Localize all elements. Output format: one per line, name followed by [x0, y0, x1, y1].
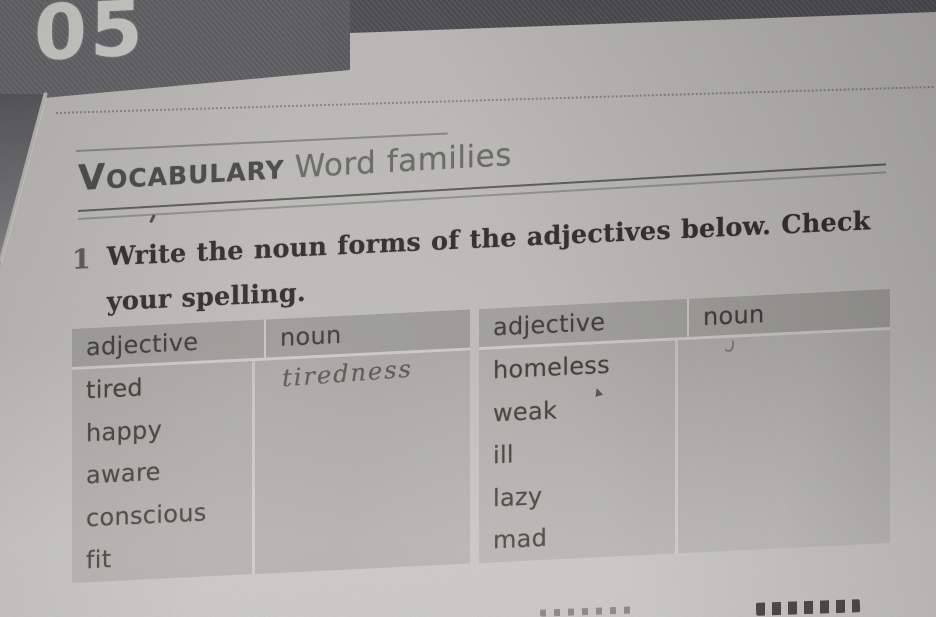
instruction-line-1: Write the noun forms of the adjectives b…: [106, 206, 871, 273]
instruction-line-2: your spelling.: [106, 277, 306, 318]
adjective-cell: homeless: [493, 350, 610, 385]
adjective-cell: fit: [86, 545, 112, 575]
cutoff-text-fragment: [755, 599, 861, 616]
adjective-cell: conscious: [86, 498, 207, 533]
table-right-half: adjective noun homeless weak ill lazy ma…: [479, 288, 890, 564]
unit-number-box: 05: [0, 0, 350, 102]
exercise-number: 1: [72, 244, 91, 276]
header-cell-noun: noun: [264, 309, 470, 358]
section-heading-keyword: Vocabulary: [78, 147, 285, 199]
table-left-body: tired happy aware conscious fit tirednes…: [72, 350, 470, 583]
table-right-body: homeless weak ill lazy mad: [479, 329, 890, 564]
dotted-rule: [55, 85, 934, 114]
adjective-cell: happy: [86, 415, 163, 448]
adjective-cell: lazy: [493, 481, 543, 513]
word-families-table: adjective noun tired happy aware conscio…: [72, 288, 892, 583]
adjective-cell: aware: [86, 457, 161, 490]
section-heading-topic: Word families: [294, 136, 512, 186]
adjective-cell: ill: [493, 440, 514, 470]
adjective-cell: weak: [493, 396, 558, 428]
table-left-half: adjective noun tired happy aware conscio…: [72, 309, 470, 583]
unit-number: 05: [34, 0, 146, 78]
column-divider: [675, 340, 678, 554]
header-cell-adjective: adjective: [86, 327, 199, 362]
adjective-cell: tired: [86, 373, 143, 405]
cutoff-text-fragment: [539, 606, 637, 617]
column-divider: [252, 361, 255, 575]
adjective-cell: mad: [493, 524, 548, 555]
